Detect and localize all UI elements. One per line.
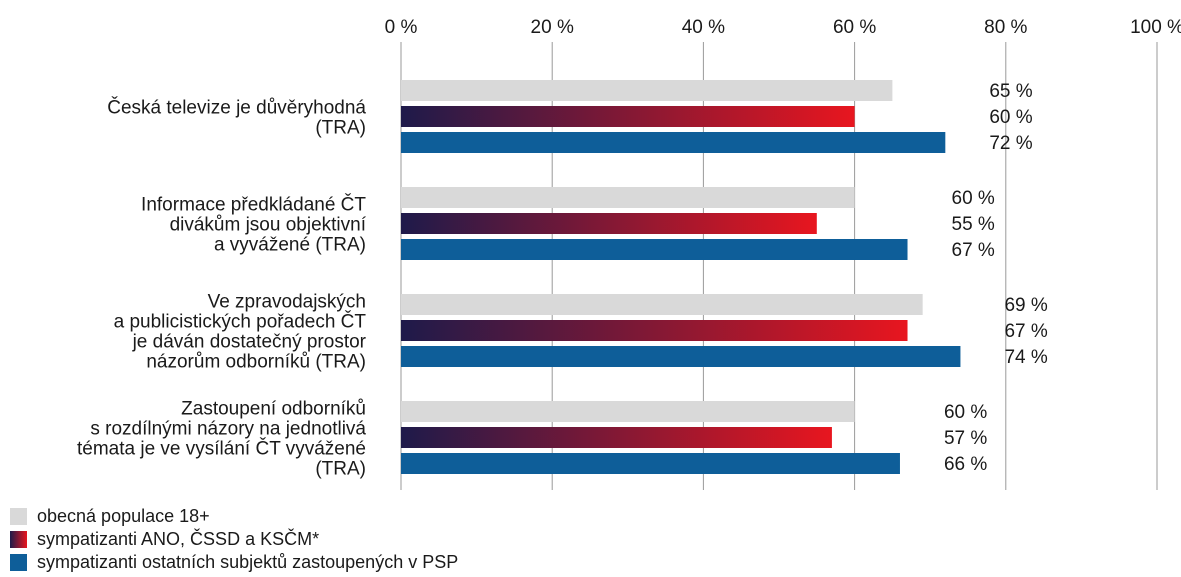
category-label-line: témata je ve vysílání ČT vyvážené <box>77 438 366 460</box>
category-label-line: (TRA) <box>315 459 366 480</box>
x-tick-label: 0 % <box>385 17 418 38</box>
value-labels: 65 % 60 % 72 % 60 % 55 % 67 % 69 % 67 % 74 % 60 %… <box>944 81 1048 475</box>
category-label: Informace předkládané ČT divákům jsou obj… <box>141 194 367 256</box>
bar <box>401 346 961 367</box>
category-label: Ve zpravodajských a publicistických pořad… <box>114 292 367 373</box>
bar <box>401 239 908 260</box>
category-label-line: a publicistických pořadech ČT <box>114 311 367 333</box>
x-tick-label: 40 % <box>682 17 725 38</box>
category-label-line: Ve zpravodajských <box>208 292 366 313</box>
category-label-line: (TRA) <box>315 118 366 139</box>
bars <box>401 80 961 474</box>
category-label-line: divákům jsou objektivní <box>170 215 367 236</box>
data-label: 72 % <box>989 133 1032 154</box>
legend-label: sympatizanti ostatních subjektů zastoupe… <box>37 552 459 572</box>
category-label-line: je dáván dostatečný prostor <box>132 332 367 353</box>
bar <box>401 401 855 422</box>
bar <box>401 320 908 341</box>
data-label: 60 % <box>989 107 1032 128</box>
category-label-line: Česká televize je důvěryhodná <box>107 97 366 119</box>
data-label: 74 % <box>1004 347 1047 368</box>
category-label: Česká televize je důvěryhodná (TRA) <box>107 97 366 139</box>
legend-item: sympatizanti ostatních subjektů zastoupe… <box>10 551 458 574</box>
x-axis-ticks: 0 % 20 % 40 % 60 % 80 % 100 % <box>385 17 1181 38</box>
legend-label: sympatizanti ANO, ČSSD a KSČM* <box>37 529 320 549</box>
category-label-line: Zastoupení odborníků <box>181 399 366 420</box>
x-tick-label: 100 % <box>1130 17 1181 38</box>
bar <box>401 132 946 153</box>
bar <box>401 80 893 101</box>
data-label: 57 % <box>944 428 987 449</box>
x-tick-label: 20 % <box>531 17 574 38</box>
x-tick-label: 80 % <box>984 17 1027 38</box>
legend-swatch <box>10 531 27 548</box>
category-label-line: a vyvážené (TRA) <box>214 235 366 256</box>
data-label: 65 % <box>989 81 1032 102</box>
data-label: 66 % <box>944 454 987 475</box>
bar <box>401 453 900 474</box>
data-label: 69 % <box>1004 295 1047 316</box>
data-label: 67 % <box>952 240 995 261</box>
legend-item: obecná populace 18+ <box>10 505 458 528</box>
data-label: 67 % <box>1004 321 1047 342</box>
category-label-line: Informace předkládané ČT <box>141 194 366 216</box>
legend-label: obecná populace 18+ <box>37 506 210 526</box>
category-labels: Česká televize je důvěryhodná (TRA)Inform… <box>77 97 367 480</box>
legend-swatch <box>10 554 27 571</box>
bar-chart: 0 % 20 % 40 % 60 % 80 % 100 % Česká televize … <box>77 17 1181 490</box>
legend-swatch <box>10 508 27 525</box>
bar <box>401 187 855 208</box>
bar <box>401 106 855 127</box>
legend-item: sympatizanti ANO, ČSSD a KSČM* <box>10 528 458 551</box>
category-label: Zastoupení odborníků s rozdílnými názory … <box>77 399 366 480</box>
data-label: 55 % <box>952 214 995 235</box>
category-label-line: názorům odborníků (TRA) <box>146 352 366 373</box>
bar <box>401 294 923 315</box>
category-label-line: s rozdílnými názory na jednotlivá <box>90 419 366 440</box>
data-label: 60 % <box>952 188 995 209</box>
legend: obecná populace 18+ sympatizanti ANO, ČS… <box>10 505 458 574</box>
bar <box>401 427 832 448</box>
data-label: 60 % <box>944 402 987 423</box>
x-tick-label: 60 % <box>833 17 876 38</box>
bar <box>401 213 817 234</box>
